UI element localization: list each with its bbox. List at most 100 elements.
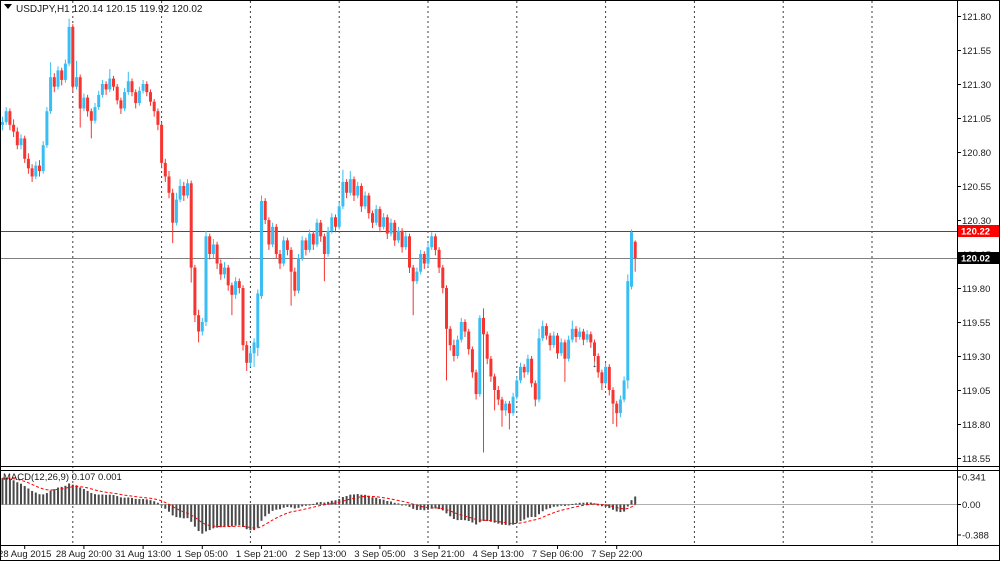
candle-body[interactable] — [93, 107, 97, 121]
candle-body[interactable] — [263, 200, 267, 220]
candle-body[interactable] — [182, 186, 186, 196]
candle-body[interactable] — [97, 94, 101, 108]
candle-body[interactable] — [274, 226, 278, 254]
candle-body[interactable] — [337, 206, 341, 227]
candle-body[interactable] — [359, 186, 363, 207]
candle-body[interactable] — [226, 267, 230, 286]
candle-body[interactable] — [474, 372, 478, 395]
candle-body[interactable] — [330, 217, 334, 231]
candle-body[interactable] — [234, 281, 238, 295]
candle-body[interactable] — [463, 322, 467, 332]
candle-body[interactable] — [271, 226, 275, 245]
candle-body[interactable] — [352, 179, 356, 196]
candle-body[interactable] — [507, 403, 511, 414]
candle-body[interactable] — [145, 84, 149, 93]
candle-body[interactable] — [30, 168, 34, 177]
candle-body[interactable] — [408, 236, 411, 268]
candle-body[interactable] — [448, 328, 452, 346]
candle-body[interactable] — [189, 183, 193, 268]
candle-body[interactable] — [415, 271, 419, 282]
candle-body[interactable] — [485, 334, 489, 359]
candle-body[interactable] — [12, 124, 16, 132]
candle-body[interactable] — [293, 271, 297, 291]
candle-body[interactable] — [541, 326, 545, 339]
candle-body[interactable] — [297, 258, 300, 291]
candle-body[interactable] — [204, 236, 208, 322]
candle-body[interactable] — [56, 70, 60, 87]
candle-body[interactable] — [563, 342, 567, 359]
candle-body[interactable] — [585, 334, 589, 340]
candle-body[interactable] — [156, 111, 160, 125]
candle-body[interactable] — [248, 353, 252, 363]
candle-body[interactable] — [456, 339, 460, 356]
candle-body[interactable] — [115, 86, 119, 101]
candle-body[interactable] — [285, 240, 289, 250]
candle-body[interactable] — [630, 232, 633, 287]
candle-body[interactable] — [322, 236, 326, 254]
candle-body[interactable] — [441, 267, 445, 288]
candle-body[interactable] — [137, 90, 141, 104]
candle-body[interactable] — [430, 236, 434, 248]
candle-body[interactable] — [371, 213, 374, 223]
candle-body[interactable] — [559, 342, 563, 354]
candle-body[interactable] — [615, 403, 619, 414]
candle-body[interactable] — [493, 376, 497, 390]
candle-body[interactable] — [112, 78, 115, 87]
candle-body[interactable] — [319, 222, 323, 237]
candle-body[interactable] — [574, 328, 578, 337]
candle-body[interactable] — [300, 240, 304, 259]
candle-body[interactable] — [104, 84, 108, 90]
candle-body[interactable] — [470, 349, 474, 373]
candle-body[interactable] — [223, 267, 226, 275]
candle-body[interactable] — [400, 230, 404, 248]
candle-body[interactable] — [348, 179, 352, 193]
candle-body[interactable] — [252, 342, 256, 354]
candle-body[interactable] — [393, 222, 397, 241]
candle-body[interactable] — [411, 267, 415, 282]
candle-body[interactable] — [52, 77, 56, 87]
candle-body[interactable] — [241, 288, 245, 346]
candle-body[interactable] — [385, 217, 389, 234]
candle-body[interactable] — [171, 192, 175, 223]
candle-body[interactable] — [178, 186, 182, 200]
candle-body[interactable] — [193, 267, 197, 316]
candle-body[interactable] — [604, 366, 608, 384]
candle-body[interactable] — [119, 100, 123, 109]
candle-body[interactable] — [570, 328, 574, 340]
candle-body[interactable] — [596, 356, 600, 373]
candle-body[interactable] — [496, 390, 500, 400]
candle-body[interactable] — [515, 380, 519, 397]
candle-body[interactable] — [382, 217, 386, 227]
candle-body[interactable] — [19, 138, 23, 146]
candle-body[interactable] — [267, 220, 271, 245]
candle-body[interactable] — [219, 263, 223, 275]
candle-body[interactable] — [82, 97, 86, 109]
candle-body[interactable] — [500, 399, 504, 411]
candle-body[interactable] — [389, 222, 393, 234]
candle-body[interactable] — [311, 233, 315, 245]
candle-body[interactable] — [356, 186, 360, 196]
candle-body[interactable] — [34, 165, 38, 177]
candle-body[interactable] — [345, 181, 349, 193]
candle-body[interactable] — [341, 181, 345, 207]
candle-body[interactable] — [489, 358, 493, 377]
candle-body[interactable] — [578, 331, 582, 337]
candle-body[interactable] — [396, 230, 400, 241]
candle-body[interactable] — [589, 334, 593, 343]
candle-body[interactable] — [123, 92, 127, 109]
candle-body[interactable] — [600, 372, 604, 384]
candle-body[interactable] — [60, 70, 64, 80]
candle-body[interactable] — [593, 342, 596, 356]
candle-body[interactable] — [530, 358, 534, 384]
candle-body[interactable] — [89, 111, 93, 121]
candle-body[interactable] — [230, 285, 234, 295]
candle-body[interactable] — [149, 92, 152, 102]
candle-body[interactable] — [304, 240, 308, 250]
candle-body[interactable] — [63, 63, 67, 80]
candle-body[interactable] — [611, 390, 615, 404]
candle-body[interactable] — [533, 383, 537, 400]
candle-body[interactable] — [289, 249, 293, 272]
candle-body[interactable] — [174, 199, 178, 223]
candle-body[interactable] — [167, 176, 171, 193]
